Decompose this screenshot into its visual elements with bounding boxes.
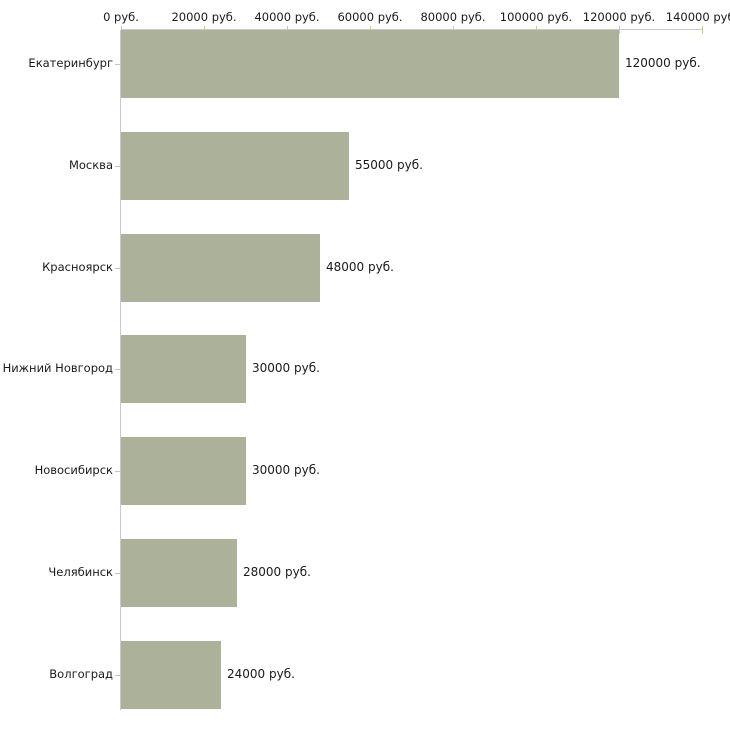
x-tick-label: 120000 руб. xyxy=(582,10,656,24)
category-label: Новосибирск xyxy=(34,463,113,477)
bar-5 xyxy=(121,437,246,505)
y-tick-mark xyxy=(115,268,121,269)
y-tick-mark xyxy=(115,471,121,472)
category-label: Челябинск xyxy=(48,565,113,579)
bar-6 xyxy=(121,539,237,607)
x-tick-mark xyxy=(619,26,620,34)
y-axis-line xyxy=(120,30,121,710)
value-label: 30000 руб. xyxy=(252,361,320,375)
x-axis-line xyxy=(121,29,702,30)
y-tick-mark xyxy=(115,166,121,167)
y-tick-mark xyxy=(115,573,121,574)
value-label: 55000 руб. xyxy=(355,158,423,172)
category-label: Нижний Новгород xyxy=(2,361,113,375)
x-tick-mark xyxy=(702,26,703,34)
value-label: 30000 руб. xyxy=(252,463,320,477)
value-label: 28000 руб. xyxy=(243,565,311,579)
x-tick-label: 100000 руб. xyxy=(499,10,573,24)
bar-7 xyxy=(121,641,221,709)
bar-1 xyxy=(121,30,619,98)
value-label: 48000 руб. xyxy=(326,260,394,274)
y-tick-mark xyxy=(115,64,121,65)
x-tick-label: 20000 руб. xyxy=(171,10,237,24)
bar-2 xyxy=(121,132,349,200)
value-label: 24000 руб. xyxy=(227,667,295,681)
category-label: Красноярск xyxy=(42,260,113,274)
x-tick-label: 80000 руб. xyxy=(420,10,486,24)
x-tick-label: 140000 руб. xyxy=(665,10,730,24)
bar-3 xyxy=(121,234,320,302)
y-tick-mark xyxy=(115,369,121,370)
value-label: 120000 руб. xyxy=(625,56,701,70)
category-label: Москва xyxy=(68,158,113,172)
x-tick-label: 0 руб. xyxy=(103,10,139,24)
category-label: Екатеринбург xyxy=(28,56,113,70)
bar-4 xyxy=(121,335,246,403)
y-tick-mark xyxy=(115,675,121,676)
category-label: Волгоград xyxy=(49,667,113,681)
x-tick-label: 40000 руб. xyxy=(254,10,320,24)
x-tick-label: 60000 руб. xyxy=(337,10,403,24)
